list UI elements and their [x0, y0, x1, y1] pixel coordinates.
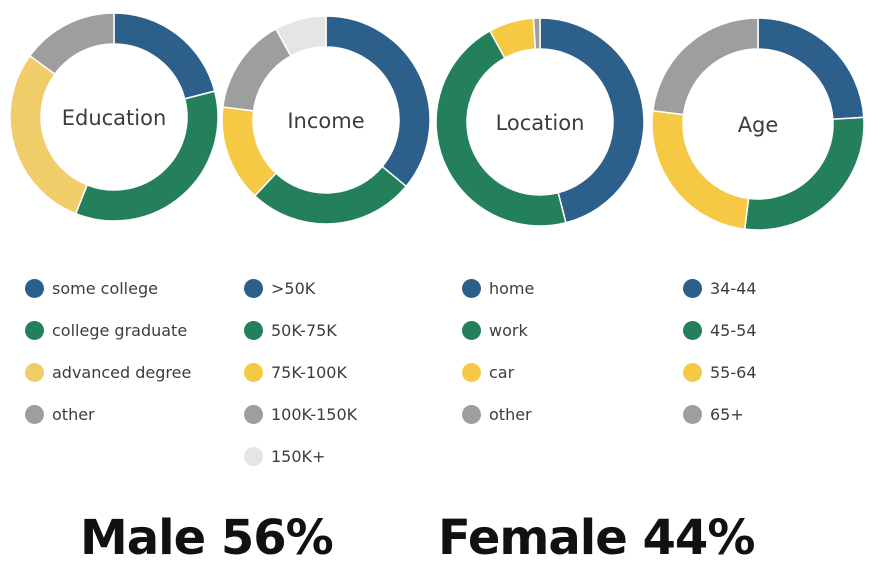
- legend-label: some college: [52, 278, 158, 298]
- legend-swatch: [25, 278, 44, 298]
- legend-swatch: [25, 362, 44, 382]
- legend-swatch: [462, 404, 481, 424]
- female-percentage: Female 44%: [438, 510, 755, 566]
- legend-swatch: [683, 320, 702, 340]
- legend-item: home: [462, 268, 534, 308]
- legend-item: advanced degree: [25, 352, 191, 392]
- location-slice-home: [539, 17, 645, 224]
- income-slice-50k-75k: [253, 165, 408, 225]
- legend-item: 50K-75K: [244, 310, 357, 350]
- legend-item: 45-54: [683, 310, 757, 350]
- legend-item: 100K-150K: [244, 394, 357, 434]
- legend-label: work: [489, 320, 528, 340]
- age-legend: 34-44 45-54 55-64 65+: [683, 268, 757, 434]
- legend-swatch: [683, 278, 702, 298]
- legend-label: 75K-100K: [271, 362, 347, 382]
- location-slice-other: [532, 17, 541, 50]
- legend-item: 65+: [683, 394, 757, 434]
- location-donut-title: Location: [495, 111, 585, 135]
- age-slice-34-44: [757, 17, 865, 121]
- legend-label: other: [52, 404, 95, 424]
- donut-charts: [9, 12, 865, 231]
- age-donut-title: Age: [737, 113, 779, 137]
- legend-label: college graduate: [52, 320, 188, 340]
- legend-swatch: [25, 404, 44, 424]
- legend-item: some college: [25, 268, 191, 308]
- income-legend: >50K 50K-75K 75K-100K 100K-150K 150K+: [244, 268, 357, 476]
- legend-item: >50K: [244, 268, 357, 308]
- legend-swatch: [462, 320, 481, 340]
- legend-label: other: [489, 404, 532, 424]
- legend-item: other: [25, 394, 191, 434]
- income-donut-title: Income: [287, 109, 365, 133]
- legend-swatch: [244, 446, 263, 466]
- income-slice-100k-150k: [221, 27, 292, 112]
- legend-swatch: [244, 320, 263, 340]
- male-percentage: Male 56%: [80, 510, 334, 566]
- legend-item: 150K+: [244, 436, 357, 476]
- legend-label: 50K-75K: [271, 320, 337, 340]
- legend-label: 45-54: [710, 320, 757, 340]
- income-slice-50k: [325, 15, 431, 188]
- legend-swatch: [244, 404, 263, 424]
- legend-item: 55-64: [683, 352, 757, 392]
- location-legend: home work car other: [462, 268, 534, 434]
- education-slice-some-college: [113, 12, 216, 100]
- legend-swatch: [683, 404, 702, 424]
- age-slice-65: [651, 17, 759, 116]
- legend-label: 34-44: [710, 278, 757, 298]
- age-slice-55-64: [651, 109, 750, 231]
- legend-item: 34-44: [683, 268, 757, 308]
- legend-swatch: [244, 278, 263, 298]
- legend-swatch: [244, 362, 263, 382]
- education-legend: some college college graduate advanced deg…: [25, 268, 191, 434]
- legend-item: work: [462, 310, 534, 350]
- legend-label: advanced degree: [52, 362, 192, 382]
- education-slice-advanced-degree: [9, 54, 89, 215]
- legend-swatch: [462, 362, 481, 382]
- location-slice-work: [435, 29, 567, 227]
- legend-label: car: [489, 362, 515, 382]
- legend-item: car: [462, 352, 534, 392]
- legend-item: other: [462, 394, 534, 434]
- legend-label: 100K-150K: [271, 404, 358, 424]
- education-slice-other: [28, 12, 115, 76]
- legend-swatch: [25, 320, 44, 340]
- income-slice-150k: [274, 15, 327, 58]
- legend-swatch: [683, 362, 702, 382]
- legend-label: 55-64: [710, 362, 757, 382]
- legend-item: college graduate: [25, 310, 191, 350]
- legend-label: >50K: [271, 278, 316, 298]
- legend-swatch: [462, 278, 481, 298]
- income-slice-75k-100k: [221, 106, 278, 197]
- legend-label: 150K+: [271, 446, 326, 466]
- legend-label: 65+: [710, 404, 744, 424]
- education-donut-title: Education: [61, 106, 167, 130]
- legend-item: 75K-100K: [244, 352, 357, 392]
- legend-label: home: [489, 278, 535, 298]
